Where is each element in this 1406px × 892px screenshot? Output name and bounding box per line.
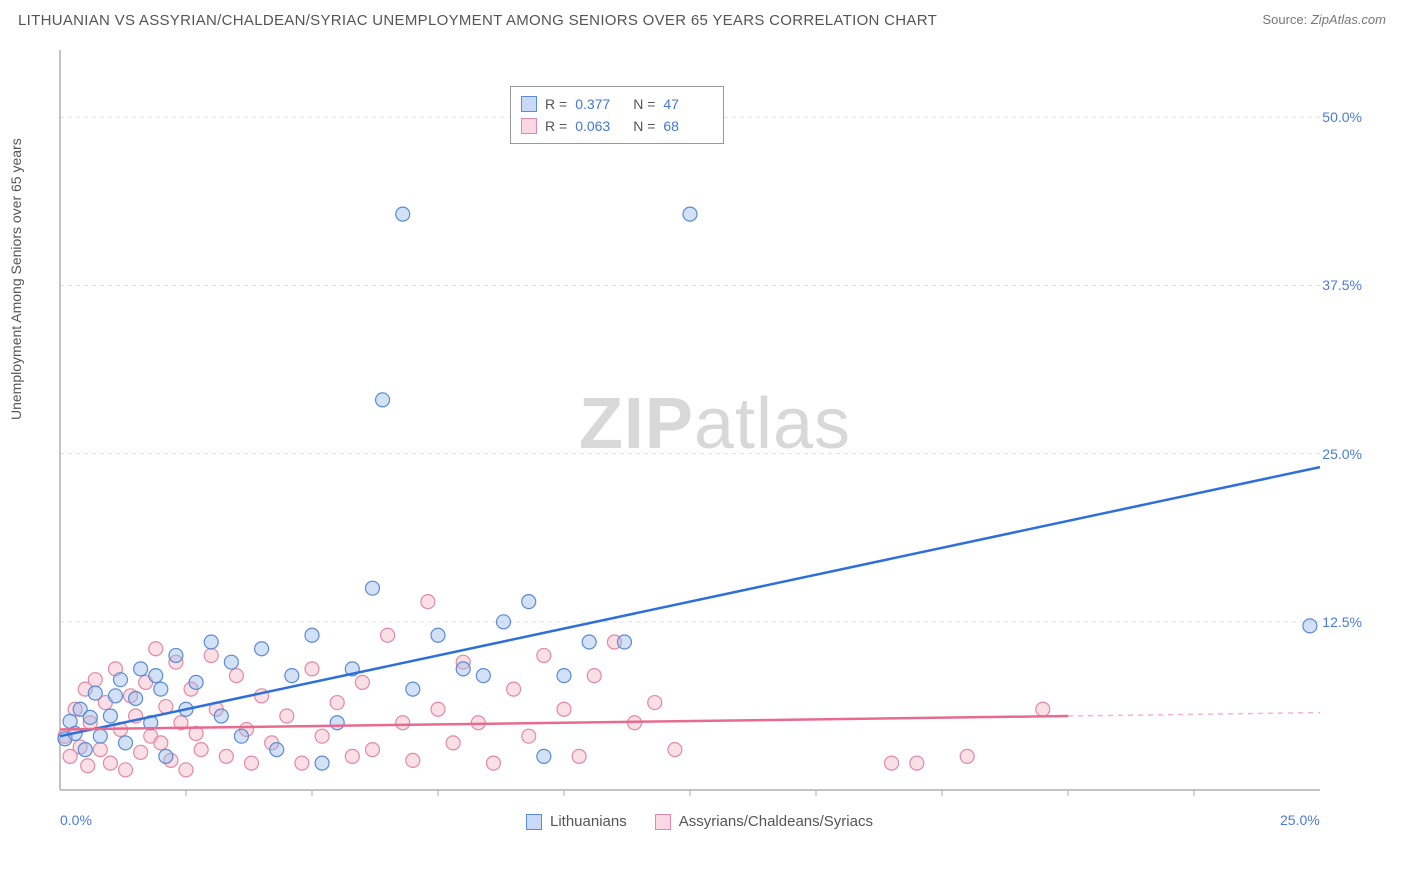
y-tick-label: 25.0% bbox=[1322, 446, 1362, 462]
series-legend: Lithuanians Assyrians/Chaldeans/Syriacs bbox=[526, 813, 873, 830]
scatter-plot bbox=[50, 40, 1380, 840]
y-tick-label: 50.0% bbox=[1322, 109, 1362, 125]
legend-label: Assyrians/Chaldeans/Syriacs bbox=[679, 813, 873, 830]
source-value: ZipAtlas.com bbox=[1311, 12, 1386, 27]
y-axis-label: Unemployment Among Seniors over 65 years bbox=[8, 138, 24, 420]
legend-row: R = 0.377 N = 47 bbox=[521, 93, 713, 115]
n-label: N = bbox=[633, 118, 655, 134]
legend-swatch-pink bbox=[521, 118, 537, 134]
legend-label: Lithuanians bbox=[550, 813, 627, 830]
r-label: R = bbox=[545, 118, 567, 134]
legend-item: Assyrians/Chaldeans/Syriacs bbox=[655, 813, 873, 830]
n-label: N = bbox=[633, 96, 655, 112]
r-value: 0.377 bbox=[575, 96, 625, 112]
legend-swatch-pink bbox=[655, 814, 671, 830]
chart-title: LITHUANIAN VS ASSYRIAN/CHALDEAN/SYRIAC U… bbox=[18, 12, 937, 29]
legend-swatch-blue bbox=[526, 814, 542, 830]
r-label: R = bbox=[545, 96, 567, 112]
legend-row: R = 0.063 N = 68 bbox=[521, 115, 713, 137]
x-tick-label: 0.0% bbox=[60, 812, 92, 828]
legend-swatch-blue bbox=[521, 96, 537, 112]
n-value: 68 bbox=[663, 118, 713, 134]
legend-item: Lithuanians bbox=[526, 813, 627, 830]
y-tick-label: 37.5% bbox=[1322, 277, 1362, 293]
y-tick-label: 12.5% bbox=[1322, 614, 1362, 630]
chart-area: ZIPatlas R = 0.377 N = 47 R = 0.063 N = … bbox=[50, 40, 1380, 840]
correlation-legend: R = 0.377 N = 47 R = 0.063 N = 68 bbox=[510, 86, 724, 144]
x-tick-label: 25.0% bbox=[1280, 812, 1320, 828]
r-value: 0.063 bbox=[575, 118, 625, 134]
n-value: 47 bbox=[663, 96, 713, 112]
source-label: Source: bbox=[1262, 12, 1310, 27]
source-attribution: Source: ZipAtlas.com bbox=[1262, 12, 1386, 27]
